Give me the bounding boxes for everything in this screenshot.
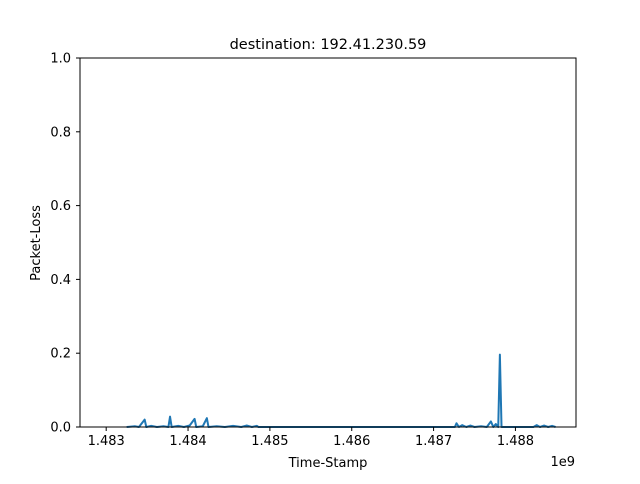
axis-ticks: 1.483 1.484 1.485 1.486 1.487 1.488 0.0 0.2 0.4 0… [50, 52, 534, 450]
y-tick-label: 0.2 [50, 347, 71, 362]
x-axis-offset-label: 1e9 [550, 455, 575, 470]
x-tick-label: 1.484 [169, 434, 206, 449]
x-tick-label: 1.485 [251, 434, 288, 449]
x-tick-label: 1.486 [333, 434, 370, 449]
x-tick-label: 1.488 [497, 434, 534, 449]
y-axis-label: Packet-Loss [29, 205, 44, 281]
y-tick-label: 0.4 [50, 273, 71, 288]
axes-frame [79, 57, 577, 428]
x-tick-label: 1.483 [88, 434, 125, 449]
x-tick-label: 1.487 [415, 434, 452, 449]
y-tick-label: 0.6 [50, 199, 71, 214]
y-tick-label: 1.0 [50, 52, 71, 67]
chart-title: destination: 192.41.230.59 [230, 37, 427, 53]
y-tick-label: 0.8 [50, 125, 71, 140]
x-axis-label: Time-Stamp [288, 456, 368, 471]
y-tick-label: 0.0 [50, 421, 71, 436]
